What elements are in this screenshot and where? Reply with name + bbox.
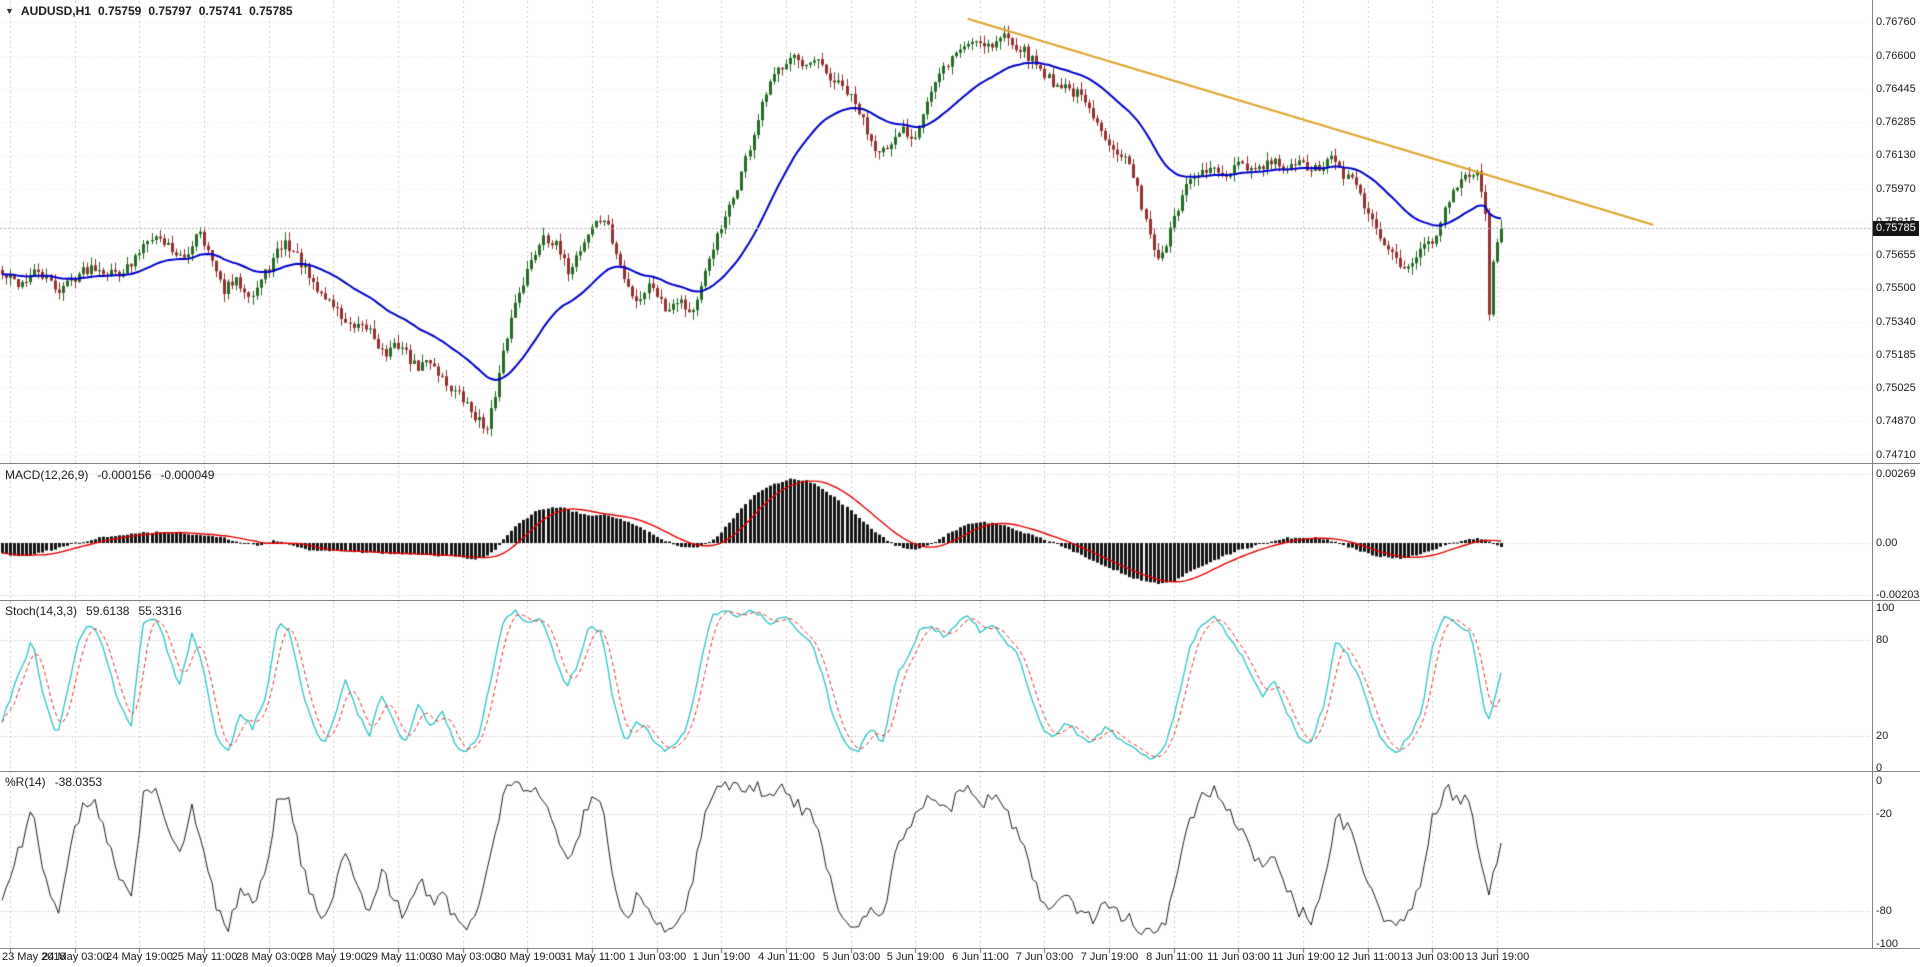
time-axis-label: 24 May 03:00 xyxy=(42,951,109,963)
time-axis-label: 29 May 11:00 xyxy=(365,951,432,963)
time-axis-label: 7 Jun 03:00 xyxy=(1015,951,1074,963)
price-axis-label: 0.75025 xyxy=(1876,382,1916,395)
panel-separator[interactable] xyxy=(0,463,1920,464)
ohlc-open-value: 0.75759 xyxy=(97,4,142,18)
price-axis-label: 0.75185 xyxy=(1876,348,1916,361)
time-axis-label: 13 Jun 03:00 xyxy=(1400,951,1465,963)
wpr-axis-label: -80 xyxy=(1876,905,1892,918)
ohlc-low-value: 0.75741 xyxy=(198,4,243,18)
time-axis-label: 12 Jun 11:00 xyxy=(1337,951,1400,963)
ohlc-high-value: 0.75797 xyxy=(148,4,192,18)
price-axis-label: 0.74870 xyxy=(1876,415,1916,428)
macd-panel-header: MACD(12,26,9) -0.000156 -0.000049 xyxy=(5,468,214,482)
current-price-badge: 0.75785 xyxy=(1873,220,1919,236)
stoch-panel-header: Stoch(14,3,3) 59.6138 55.3316 xyxy=(5,604,182,618)
wpr-panel-header: %R(14) -38.0353 xyxy=(5,775,102,789)
macd-axis-label: 0.00269 xyxy=(1876,468,1916,480)
time-axis-label: 30 May 03:00 xyxy=(430,951,497,963)
chart-header: ▼ AUDUSD,H1 0.75759 0.75797 0.75741 0.75… xyxy=(5,4,293,18)
wpr-axis-label: 0 xyxy=(1876,775,1883,787)
chart-dropdown-icon[interactable]: ▼ xyxy=(5,6,14,16)
macd-signal-value: -0.000049 xyxy=(160,468,215,482)
time-axis-label: 11 Jun 19:00 xyxy=(1272,951,1335,963)
price-axis-label: 0.76130 xyxy=(1876,149,1916,162)
time-axis-label: 1 Jun 03:00 xyxy=(628,951,687,963)
price-axis-label: 0.76600 xyxy=(1876,49,1916,62)
stoch-k-value: 59.6138 xyxy=(86,604,130,618)
macd-axis-label: 0.00 xyxy=(1876,537,1898,549)
time-axis-label: 11 Jun 03:00 xyxy=(1207,951,1270,963)
time-axis-label: 23 May 2018 xyxy=(2,951,66,963)
stoch-axis-label: 0 xyxy=(1876,762,1883,774)
wpr-axis-label: -100 xyxy=(1876,938,1899,950)
time-axis-label: 24 May 19:00 xyxy=(106,951,173,963)
macd-axis-label: -0.00203 xyxy=(1876,589,1920,602)
time-axis-label: 13 Jun 19:00 xyxy=(1465,951,1530,963)
price-axis-label: 0.75655 xyxy=(1876,249,1916,262)
price-axis-label: 0.75340 xyxy=(1876,315,1916,328)
time-axis-label: 8 Jun 11:00 xyxy=(1146,951,1203,963)
price-scale-border xyxy=(1872,0,1873,949)
time-axis-label: 4 Jun 11:00 xyxy=(758,951,815,963)
price-axis-label: 0.76285 xyxy=(1876,116,1916,129)
wpr-axis-label: -20 xyxy=(1876,807,1892,820)
symbol-period-label: AUDUSD,H1 xyxy=(20,4,91,18)
macd-indicator-label: MACD(12,26,9) xyxy=(5,468,89,482)
wpr-value: -38.0353 xyxy=(54,775,103,789)
time-axis-label: 28 May 19:00 xyxy=(300,951,367,963)
panel-separator[interactable] xyxy=(0,771,1920,772)
time-axis-label: 1 Jun 19:00 xyxy=(692,951,751,963)
ohlc-close-value: 0.75785 xyxy=(249,4,293,18)
time-axis-label: 28 May 03:00 xyxy=(236,951,303,963)
stoch-axis-label: 20 xyxy=(1876,730,1889,742)
time-axis-label: 7 Jun 19:00 xyxy=(1080,951,1139,963)
time-axis-label: 6 Jun 11:00 xyxy=(952,951,1009,963)
stoch-d-value: 55.3316 xyxy=(138,604,182,618)
stoch-indicator-label: Stoch(14,3,3) xyxy=(5,604,78,618)
wpr-indicator-label: %R(14) xyxy=(5,775,46,789)
macd-value: -0.000156 xyxy=(97,468,152,482)
time-axis-label: 5 Jun 19:00 xyxy=(886,951,945,963)
price-axis-label: 0.75970 xyxy=(1876,182,1916,195)
time-axis-label: 5 Jun 03:00 xyxy=(822,951,881,963)
price-axis-label: 0.74710 xyxy=(1876,449,1916,461)
time-scale[interactable]: 23 May 2018 24 May 03:00 24 May 19:00 25 Ma… xyxy=(0,950,1920,967)
stoch-axis-label: 80 xyxy=(1876,634,1889,646)
time-axis-label: 31 May 11:00 xyxy=(559,951,626,963)
time-axis-label: 25 May 11:00 xyxy=(171,951,238,963)
stoch-axis-label: 100 xyxy=(1876,602,1895,614)
price-scale[interactable]: 0.76760 0.76600 0.76445 0.76285 0.76130 0.759… xyxy=(1873,0,1920,950)
panel-separator[interactable] xyxy=(0,600,1920,601)
panel-separator[interactable] xyxy=(0,948,1920,949)
price-axis-label: 0.75500 xyxy=(1876,282,1916,295)
time-axis-label: 30 May 19:00 xyxy=(494,951,561,963)
price-axis-label: 0.76445 xyxy=(1876,82,1916,95)
price-axis-label: 0.76760 xyxy=(1876,16,1916,28)
